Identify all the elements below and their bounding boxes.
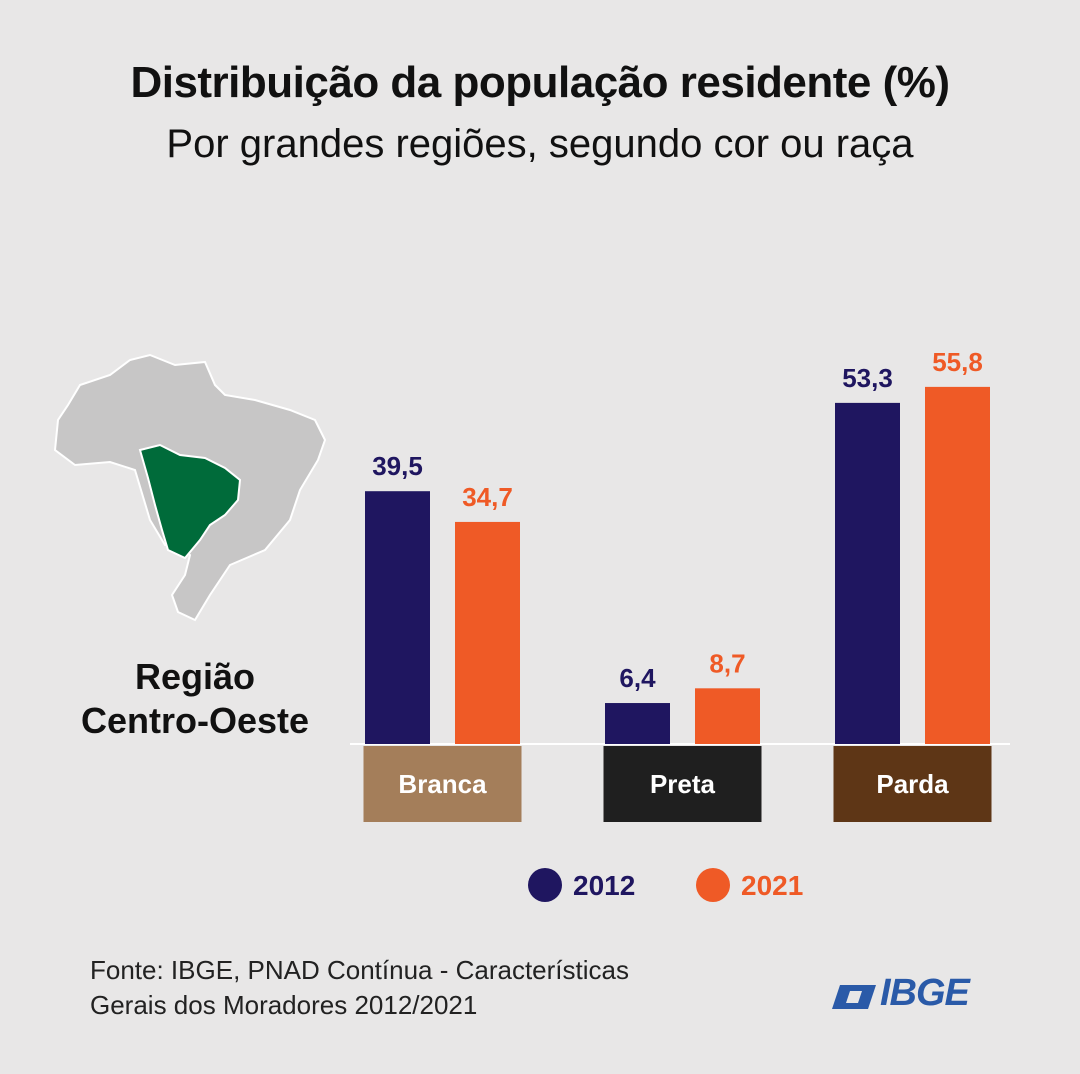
data-label-preta-2012: 6,4 <box>619 663 656 693</box>
category-box-branca <box>363 746 522 822</box>
chart-subtitle: Por grandes regiões, segundo cor ou raça <box>166 122 914 166</box>
legend-dot-2012 <box>528 868 562 902</box>
legend-label-2012: 2012 <box>573 870 635 901</box>
region-label-line2: Centro-Oeste <box>80 700 310 741</box>
bars-group: 39,5 34,7 Branca 6,4 8,7 Preta 53,3 55,8 Parda <box>363 347 992 822</box>
region-label: Região Centro-Oeste <box>40 655 350 743</box>
region-label-line1: Região <box>134 656 256 697</box>
legend-dot-2021 <box>696 868 730 902</box>
data-label-preta-2021: 8,7 <box>709 648 745 678</box>
legend-label-2021: 2021 <box>741 870 803 901</box>
bar-parda-2012 <box>835 402 900 744</box>
bar-parda-2021 <box>925 386 990 744</box>
data-label-branca-2021: 34,7 <box>462 482 513 512</box>
bar-preta-2012 <box>605 703 670 744</box>
ibge-logo-icon <box>832 985 876 1009</box>
ibge-logo: IBGE <box>832 972 1002 1017</box>
ibge-logo-text: IBGE <box>880 972 970 1014</box>
bar-branca-2012 <box>365 491 430 744</box>
source-line1: Fonte: IBGE, PNAD Contínua - Característ… <box>90 955 629 985</box>
brazil-map <box>53 353 327 622</box>
legend: 2012 2021 <box>528 868 803 902</box>
category-label-branca: Branca <box>398 769 487 799</box>
centro-oeste-region <box>138 443 242 560</box>
category-box-parda <box>833 746 992 822</box>
source-note: Fonte: IBGE, PNAD Contínua - Característ… <box>90 953 629 1023</box>
bar-branca-2021 <box>455 521 520 744</box>
data-label-parda-2012: 53,3 <box>842 363 893 393</box>
chart-title: Distribuição da população residente (%) <box>130 58 950 107</box>
category-label-parda: Parda <box>876 769 949 799</box>
bar-preta-2021 <box>695 688 760 744</box>
category-label-preta: Preta <box>650 769 716 799</box>
data-label-branca-2012: 39,5 <box>372 451 423 481</box>
source-line2: Gerais dos Moradores 2012/2021 <box>90 990 478 1020</box>
category-box-preta <box>603 746 762 822</box>
data-label-parda-2021: 55,8 <box>932 347 983 377</box>
